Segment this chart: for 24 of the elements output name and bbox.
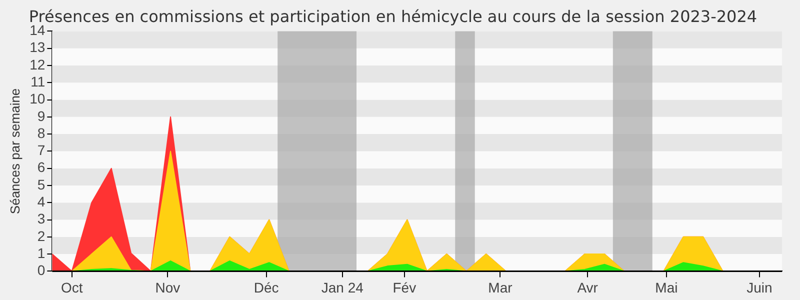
y-tick-label: 3 [37, 210, 46, 227]
y-axis-title: Séances par semaine [7, 88, 22, 214]
y-tick-label: 10 [30, 90, 46, 107]
y-tick-label: 0 [37, 262, 46, 278]
y-tick-label: 11 [30, 73, 46, 90]
x-tick-label: Mar [488, 279, 513, 296]
y-tick-label: 5 [37, 176, 46, 192]
x-tick-label: Nov [155, 279, 180, 296]
y-tick-label: 12 [30, 56, 46, 72]
y-tick-label: 8 [37, 124, 46, 141]
y-tick-label: 9 [37, 108, 46, 124]
x-tick-label: Juin [746, 279, 772, 296]
y-tick-label: 4 [37, 193, 46, 210]
x-tick-label: Jan 24 [321, 279, 364, 296]
y-tick-label: 6 [37, 159, 46, 176]
x-tick-label: Oct [61, 279, 83, 296]
x-tick-label: Déc [254, 279, 279, 296]
x-tick-label: Avr [577, 279, 598, 296]
x-tick-label: Fév [392, 279, 416, 296]
y-tick-label: 1 [37, 244, 46, 261]
y-tick-label: 13 [30, 39, 46, 56]
y-tick-label: 2 [37, 228, 46, 244]
y-tick-label: 7 [37, 142, 46, 158]
x-tick-label: Mai [655, 279, 678, 296]
